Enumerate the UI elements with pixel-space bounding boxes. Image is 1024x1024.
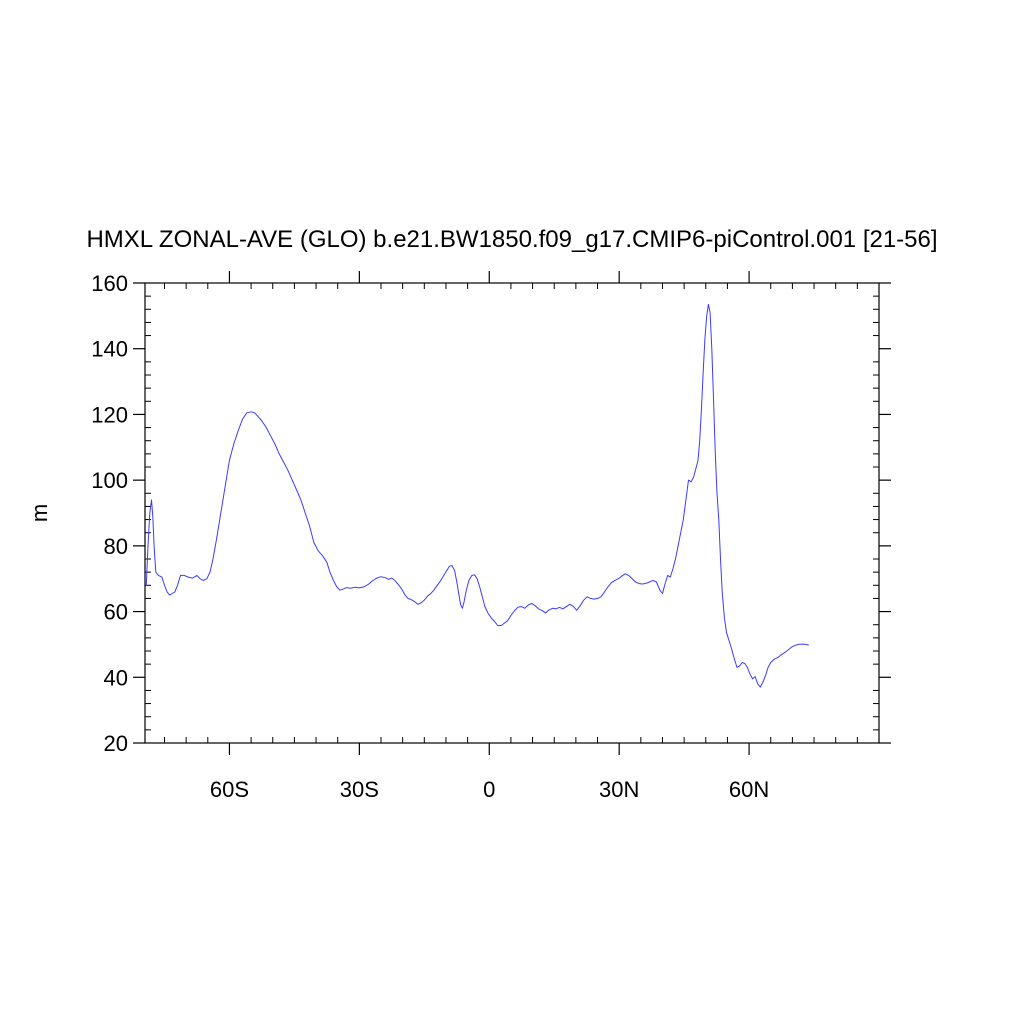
series-line-0	[145, 303, 809, 688]
y-tick-label: 140	[91, 337, 128, 362]
y-tick-label: 40	[104, 665, 128, 690]
axes: 20 40 60 80 100 120 140 160 60S 30S 0 30N 60N	[91, 271, 891, 802]
y-tick-label: 120	[91, 402, 128, 427]
y-tick-label: 80	[104, 534, 128, 559]
y-axis-label: m	[27, 504, 52, 522]
x-tick-label: 60S	[210, 777, 249, 802]
y-tick-label: 100	[91, 468, 128, 493]
x-tick-label: 60N	[729, 777, 769, 802]
x-tick-label: 30S	[340, 777, 379, 802]
series-layer	[145, 303, 809, 688]
x-tick-label: 0	[483, 777, 495, 802]
y-tick-label: 60	[104, 600, 128, 625]
y-tick-label: 20	[104, 731, 128, 756]
chart-title: HMXL ZONAL-AVE (GLO) b.e21.BW1850.f09_g1…	[86, 226, 937, 253]
x-tick-label: 30N	[599, 777, 639, 802]
y-tick-label: 160	[91, 271, 128, 296]
plot-frame	[144, 282, 880, 744]
